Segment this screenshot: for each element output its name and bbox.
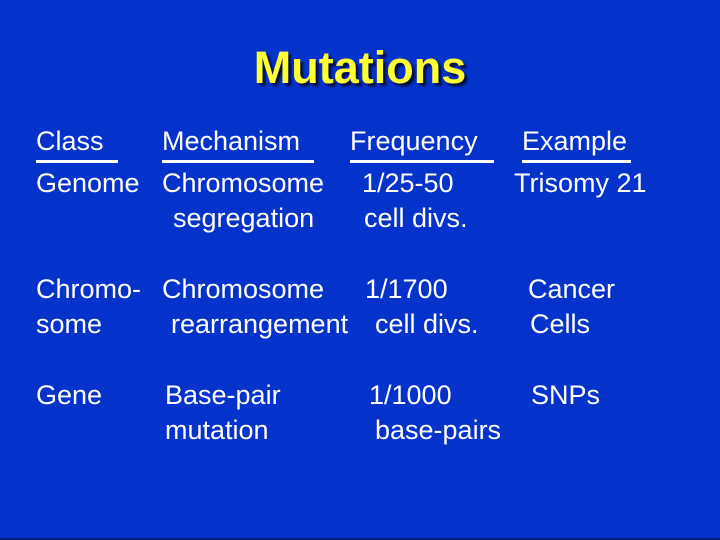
table-header-row: Class Mechanism Frequency Example xyxy=(36,124,696,163)
column-header-class: Class xyxy=(36,124,118,163)
cell-line: cell divs. xyxy=(375,309,479,339)
header-cell-frequency: Frequency xyxy=(350,124,520,163)
cell-line: Chromosome xyxy=(162,168,325,198)
cell-chromosome-frequency: 1/1700 cell divs. xyxy=(350,272,520,342)
cell-genome-example: Trisomy 21 xyxy=(514,166,696,236)
cell-chromosome-mechanism: Chromosome rearrangement xyxy=(162,272,350,342)
cell-line: SNPs xyxy=(531,380,601,410)
cell-genome-mechanism: Chromosome segregation xyxy=(162,166,350,236)
cell-line: Trisomy 21 xyxy=(514,168,647,198)
cell-line: 1/25-50 xyxy=(362,168,454,198)
cell-line: cell divs. xyxy=(364,203,468,233)
cell-line: base-pairs xyxy=(375,415,502,445)
header-cell-example: Example xyxy=(520,124,696,163)
column-header-mechanism: Mechanism xyxy=(162,124,315,163)
cell-line: some xyxy=(36,309,103,339)
mutations-table: Class Mechanism Frequency Example Genome… xyxy=(36,124,696,448)
cell-genome-class: Genome xyxy=(36,166,162,236)
table-row-chromosome: Chromo- some Chromosome rearrangement 1/… xyxy=(36,272,696,342)
cell-gene-class: Gene xyxy=(36,378,162,448)
cell-line: 1/1000 xyxy=(369,380,452,410)
cell-line: Base-pair xyxy=(165,380,281,410)
cell-line: Chromo- xyxy=(36,274,142,304)
table-row-genome: Genome Chromosome segregation 1/25-50 ce… xyxy=(36,166,696,236)
cell-line: Genome xyxy=(36,168,140,198)
cell-line: Gene xyxy=(36,380,103,410)
cell-genome-frequency: 1/25-50 cell divs. xyxy=(350,166,520,236)
column-header-example: Example xyxy=(522,124,632,163)
cell-line: segregation xyxy=(173,203,315,233)
cell-chromosome-example: Cancer Cells xyxy=(520,272,696,342)
header-cell-class: Class xyxy=(36,124,162,163)
cell-line: 1/1700 xyxy=(365,274,448,304)
cell-gene-frequency: 1/1000 base-pairs xyxy=(350,378,520,448)
table-row-gene: Gene Base-pair mutation 1/1000 base-pair… xyxy=(36,378,696,448)
cell-gene-mechanism: Base-pair mutation xyxy=(162,378,350,448)
cell-chromosome-class: Chromo- some xyxy=(36,272,162,342)
slide-bottom-edge xyxy=(0,538,720,540)
slide-title: Mutations xyxy=(253,42,467,93)
column-header-frequency: Frequency xyxy=(350,124,494,163)
cell-line: mutation xyxy=(165,415,269,445)
cell-line: rearrangement xyxy=(171,309,349,339)
cell-line: Cancer xyxy=(528,274,616,304)
cell-gene-example: SNPs xyxy=(520,378,696,448)
cell-line: Cells xyxy=(530,309,591,339)
cell-line: Chromosome xyxy=(162,274,325,304)
header-cell-mechanism: Mechanism xyxy=(162,124,350,163)
